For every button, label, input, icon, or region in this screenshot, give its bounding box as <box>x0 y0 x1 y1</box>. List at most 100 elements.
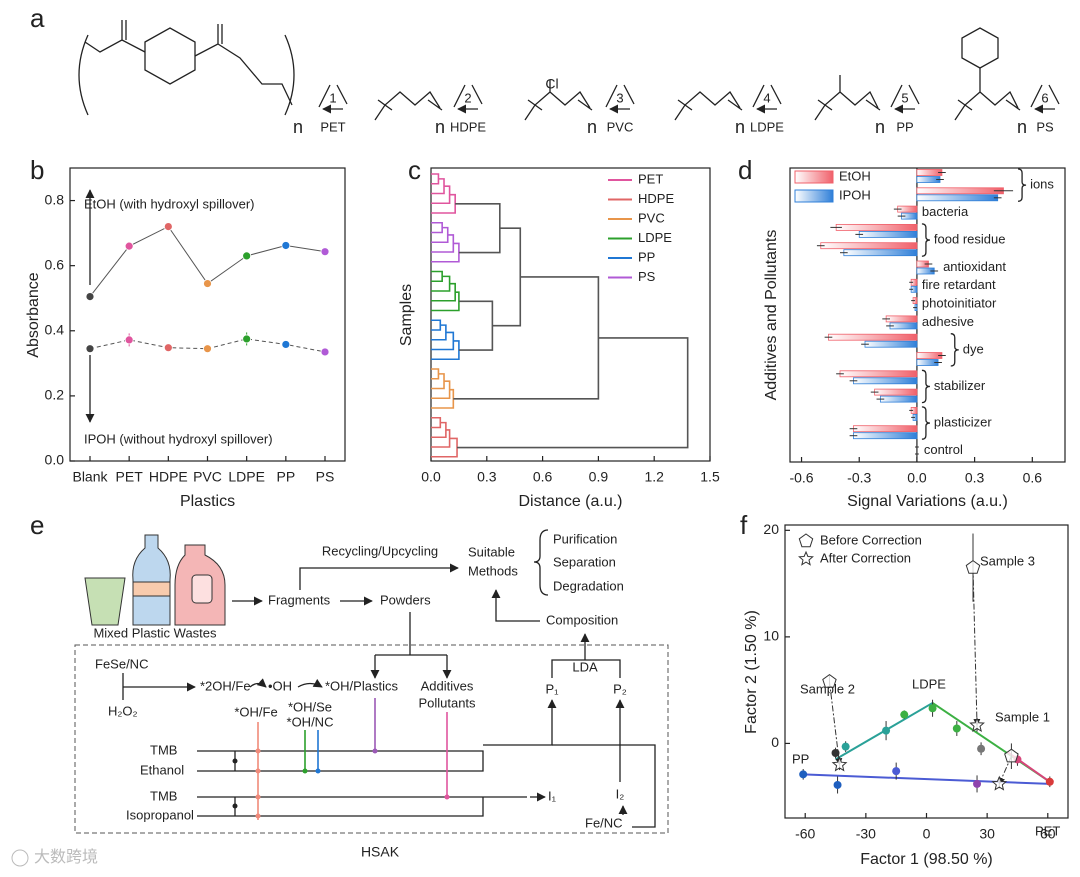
label: LDA <box>572 659 598 674</box>
point <box>203 344 212 354</box>
repeat-n: n <box>435 117 445 137</box>
point <box>1045 777 1054 786</box>
x-tick-label: 1.5 <box>700 469 720 485</box>
x-tick-label: LDPE <box>228 469 265 485</box>
dendrogram-link <box>431 282 456 302</box>
x-tick-label: -0.6 <box>789 470 813 486</box>
hsak-box <box>74 644 669 834</box>
dendrogram-link <box>431 275 451 292</box>
label: H₂O₂ <box>108 703 138 718</box>
legend-label: PET <box>638 171 663 186</box>
panel-label: b <box>30 155 44 185</box>
label: Isopropanol <box>126 807 194 822</box>
label: HSAK <box>361 844 400 860</box>
x-tick-label: PS <box>316 469 335 485</box>
sample-label: Sample 3 <box>980 553 1035 568</box>
x-tick-label: PP <box>276 469 295 485</box>
bar <box>853 377 918 385</box>
x-tick-label: 1.2 <box>644 469 664 485</box>
legend-label: IPOH <box>839 187 871 202</box>
plastic-name: PET <box>320 119 345 134</box>
dendrogram-link <box>431 221 443 234</box>
dendrogram-link <box>431 368 440 380</box>
brace <box>950 333 959 367</box>
point <box>799 770 808 779</box>
y-axis-label: Samples <box>398 284 415 346</box>
label: I₁ <box>548 788 557 803</box>
label: Degradation <box>553 578 624 593</box>
y-tick-label: 0.2 <box>45 387 65 403</box>
label: P₂ <box>613 681 627 696</box>
recycle-symbols <box>319 84 1060 109</box>
label: Mixed Plastic Wastes <box>93 625 217 640</box>
label: Fragments <box>268 592 331 607</box>
y-tick-label: 0.0 <box>45 452 65 468</box>
x-tick-label: 0 <box>923 826 931 842</box>
x-axis-label: Factor 1 (98.50 %) <box>860 851 993 868</box>
group-label: PET <box>1035 823 1060 838</box>
category-label: antioxidant <box>943 259 1006 274</box>
chain <box>524 80 593 121</box>
panel-label: d <box>738 155 752 185</box>
point <box>124 241 134 251</box>
watermark: 大数跨境 <box>34 847 98 866</box>
point <box>85 292 95 301</box>
bracket <box>284 34 295 116</box>
point <box>833 780 842 789</box>
substituent: Cl <box>545 76 558 92</box>
plot-frame <box>430 167 711 462</box>
flow-lines <box>197 750 527 817</box>
point <box>973 779 982 788</box>
category-label: fire retardant <box>922 277 996 292</box>
panel-label: e <box>30 510 44 540</box>
label: •OH <box>268 678 292 693</box>
repeat-n: n <box>293 117 303 137</box>
bottle-label <box>132 581 171 597</box>
x-axis-label: Signal Variations (a.u.) <box>847 493 1008 510</box>
legend-marker <box>798 533 814 548</box>
point <box>900 710 909 719</box>
plastic-name: PS <box>1036 119 1054 134</box>
bar <box>853 425 918 433</box>
dendrogram-link <box>457 337 689 449</box>
category-label: plasticizer <box>934 414 992 429</box>
bar <box>858 230 918 238</box>
bar <box>843 249 918 257</box>
resin-code: 1 <box>329 90 336 105</box>
bottle-icon <box>132 534 171 626</box>
label: *OH/Fe <box>234 704 277 719</box>
chain <box>814 75 881 121</box>
legend-label: PP <box>638 249 655 264</box>
arrow <box>299 563 459 590</box>
recycle-arrows <box>1031 84 1060 109</box>
plot-frame <box>789 167 1066 463</box>
x-tick-label: 0.0 <box>907 470 927 486</box>
annotation: EtOH (with hydroxyl spillover) <box>84 196 255 211</box>
bar <box>828 333 918 341</box>
label: *2OH/Fe <box>200 678 251 693</box>
recycle-arrows <box>606 84 635 109</box>
x-tick-label: 0.0 <box>421 469 441 485</box>
marker <box>965 559 981 574</box>
correction-arrow <box>972 567 981 727</box>
label: Pollutants <box>418 695 476 710</box>
dendrogram-link <box>431 234 455 253</box>
dendrogram-link <box>431 226 449 244</box>
dendrogram-link <box>431 178 445 195</box>
label: *OH/Se <box>288 699 332 714</box>
point <box>892 767 901 776</box>
y-axis-label: Additives and Pollutants <box>763 230 780 401</box>
label: Purification <box>553 531 617 546</box>
bar <box>879 395 918 403</box>
legend-swatch <box>794 170 834 184</box>
point <box>320 247 330 257</box>
legend-label: After Correction <box>820 550 911 565</box>
plastic-name: PVC <box>607 119 634 134</box>
legend-label: EtOH <box>839 168 871 183</box>
dendrogram-link <box>492 227 522 327</box>
y-tick-label: 20 <box>763 521 779 537</box>
resin-code: 5 <box>901 90 908 105</box>
marker <box>1004 748 1019 763</box>
marker <box>991 775 1008 791</box>
